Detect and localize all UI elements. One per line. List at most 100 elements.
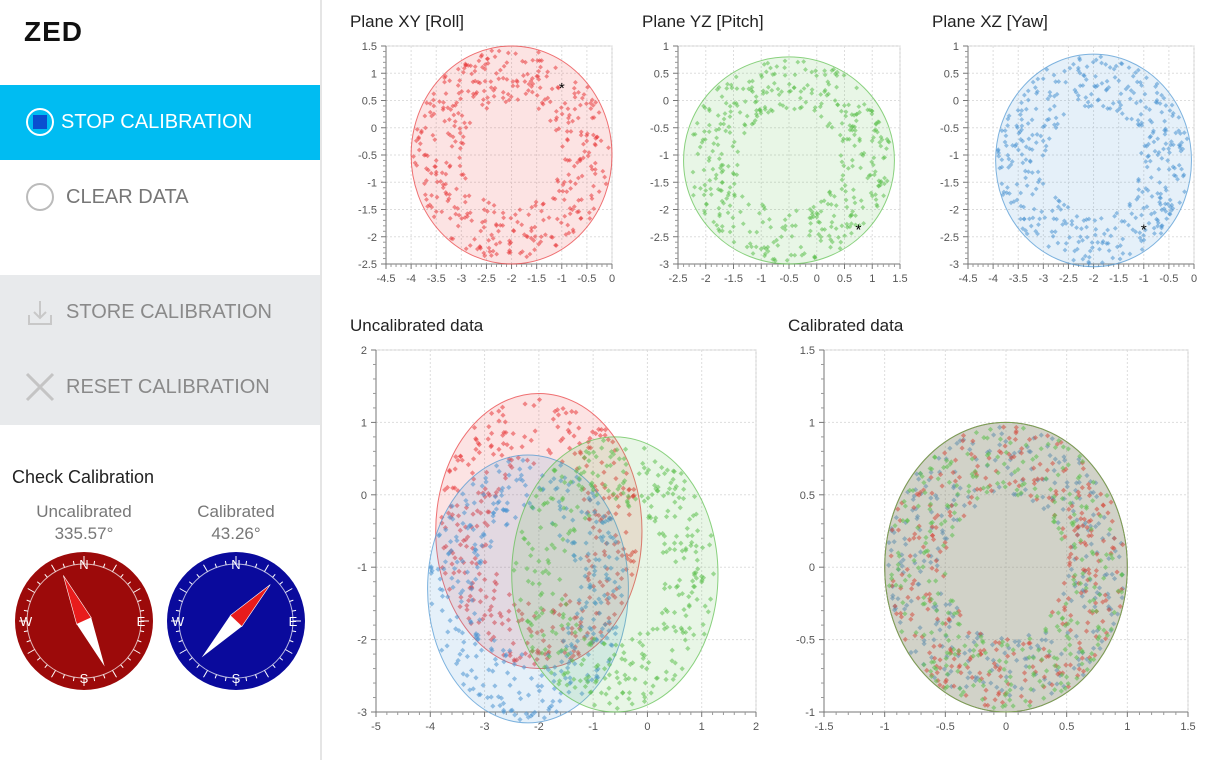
data-point <box>455 110 461 116</box>
compass-tick <box>179 649 187 654</box>
data-point <box>784 105 789 111</box>
data-point <box>508 240 514 245</box>
data-point <box>1043 668 1050 674</box>
data-point <box>467 243 473 248</box>
data-point <box>783 223 788 229</box>
data-point <box>572 645 578 651</box>
data-point <box>439 607 445 614</box>
data-point <box>438 179 444 184</box>
data-point <box>1067 234 1072 240</box>
data-point <box>1080 672 1086 678</box>
data-point <box>556 499 562 505</box>
data-point <box>822 72 828 78</box>
data-point <box>431 97 436 103</box>
data-point <box>1045 96 1051 102</box>
data-point <box>1176 114 1182 120</box>
data-point <box>1052 499 1058 505</box>
data-point <box>978 634 984 640</box>
stop-calibration-button[interactable]: STOP CALIBRATION <box>0 85 320 160</box>
data-point <box>853 222 858 228</box>
data-point <box>448 107 454 112</box>
data-point <box>1079 557 1085 563</box>
data-point <box>578 616 585 622</box>
data-point <box>504 60 510 66</box>
data-point <box>576 89 581 95</box>
data-point <box>577 158 583 164</box>
data-point <box>1015 125 1020 131</box>
data-point <box>832 98 838 103</box>
data-point <box>982 650 989 656</box>
data-point <box>1086 492 1093 499</box>
data-point <box>1084 472 1090 479</box>
data-point <box>1145 188 1151 193</box>
data-point <box>1018 693 1024 699</box>
y-tick-label: -2 <box>659 205 669 217</box>
data-point <box>457 130 463 136</box>
data-point <box>564 653 570 659</box>
data-point <box>706 158 712 164</box>
data-point <box>1068 544 1074 550</box>
data-point <box>1043 628 1049 634</box>
data-point <box>661 626 668 632</box>
data-point <box>691 584 698 590</box>
data-point <box>460 134 466 140</box>
data-point <box>988 680 994 686</box>
data-point <box>558 220 564 226</box>
data-point <box>798 89 804 94</box>
compass-tick <box>27 649 35 654</box>
data-point <box>473 675 479 681</box>
reset-calibration-button[interactable]: RESET CALIBRATION <box>0 350 320 425</box>
data-point <box>1021 216 1027 222</box>
uncalibrated-heading: 335.57° <box>54 524 114 543</box>
data-point <box>798 244 804 250</box>
data-point <box>497 222 503 228</box>
data-point <box>529 225 534 231</box>
data-point <box>1075 489 1081 495</box>
data-point <box>839 159 845 165</box>
data-point <box>702 137 708 142</box>
data-point <box>818 234 824 240</box>
data-point <box>526 81 532 87</box>
data-point <box>845 165 851 171</box>
data-point <box>445 105 451 111</box>
data-point <box>576 597 582 603</box>
data-point <box>902 503 909 509</box>
data-point <box>652 518 658 524</box>
data-point <box>685 533 691 539</box>
data-point <box>837 246 843 251</box>
data-point <box>852 124 858 130</box>
data-point <box>453 626 459 632</box>
data-point <box>725 163 731 169</box>
compass-tick <box>140 609 145 612</box>
data-point <box>682 637 688 643</box>
x-tick-label: -5 <box>371 721 381 733</box>
data-point <box>779 89 785 95</box>
data-point <box>1081 218 1087 223</box>
data-point <box>576 175 581 181</box>
data-point <box>1047 452 1053 459</box>
data-point <box>718 165 723 171</box>
data-point <box>1080 570 1086 577</box>
data-point <box>951 611 957 617</box>
clear-data-button[interactable]: CLEAR DATA <box>0 160 320 235</box>
data-point <box>529 84 534 89</box>
x-tick-label: 0 <box>1191 273 1197 285</box>
data-point <box>1114 611 1121 617</box>
data-point <box>584 131 590 136</box>
data-point <box>1170 142 1176 148</box>
data-point <box>500 89 506 95</box>
data-point <box>761 204 767 210</box>
data-point <box>829 68 835 73</box>
data-point <box>1009 159 1015 164</box>
data-point <box>1030 456 1036 462</box>
zed-logo: ZED <box>24 16 83 47</box>
data-point <box>731 171 737 177</box>
data-point <box>833 71 838 77</box>
data-point <box>980 683 986 689</box>
data-point <box>1067 500 1073 506</box>
data-point <box>1014 123 1020 129</box>
y-tick-label: 1 <box>361 417 367 429</box>
data-point <box>723 100 729 106</box>
store-calibration-button[interactable]: STORE CALIBRATION <box>0 275 320 350</box>
data-point <box>578 132 584 138</box>
